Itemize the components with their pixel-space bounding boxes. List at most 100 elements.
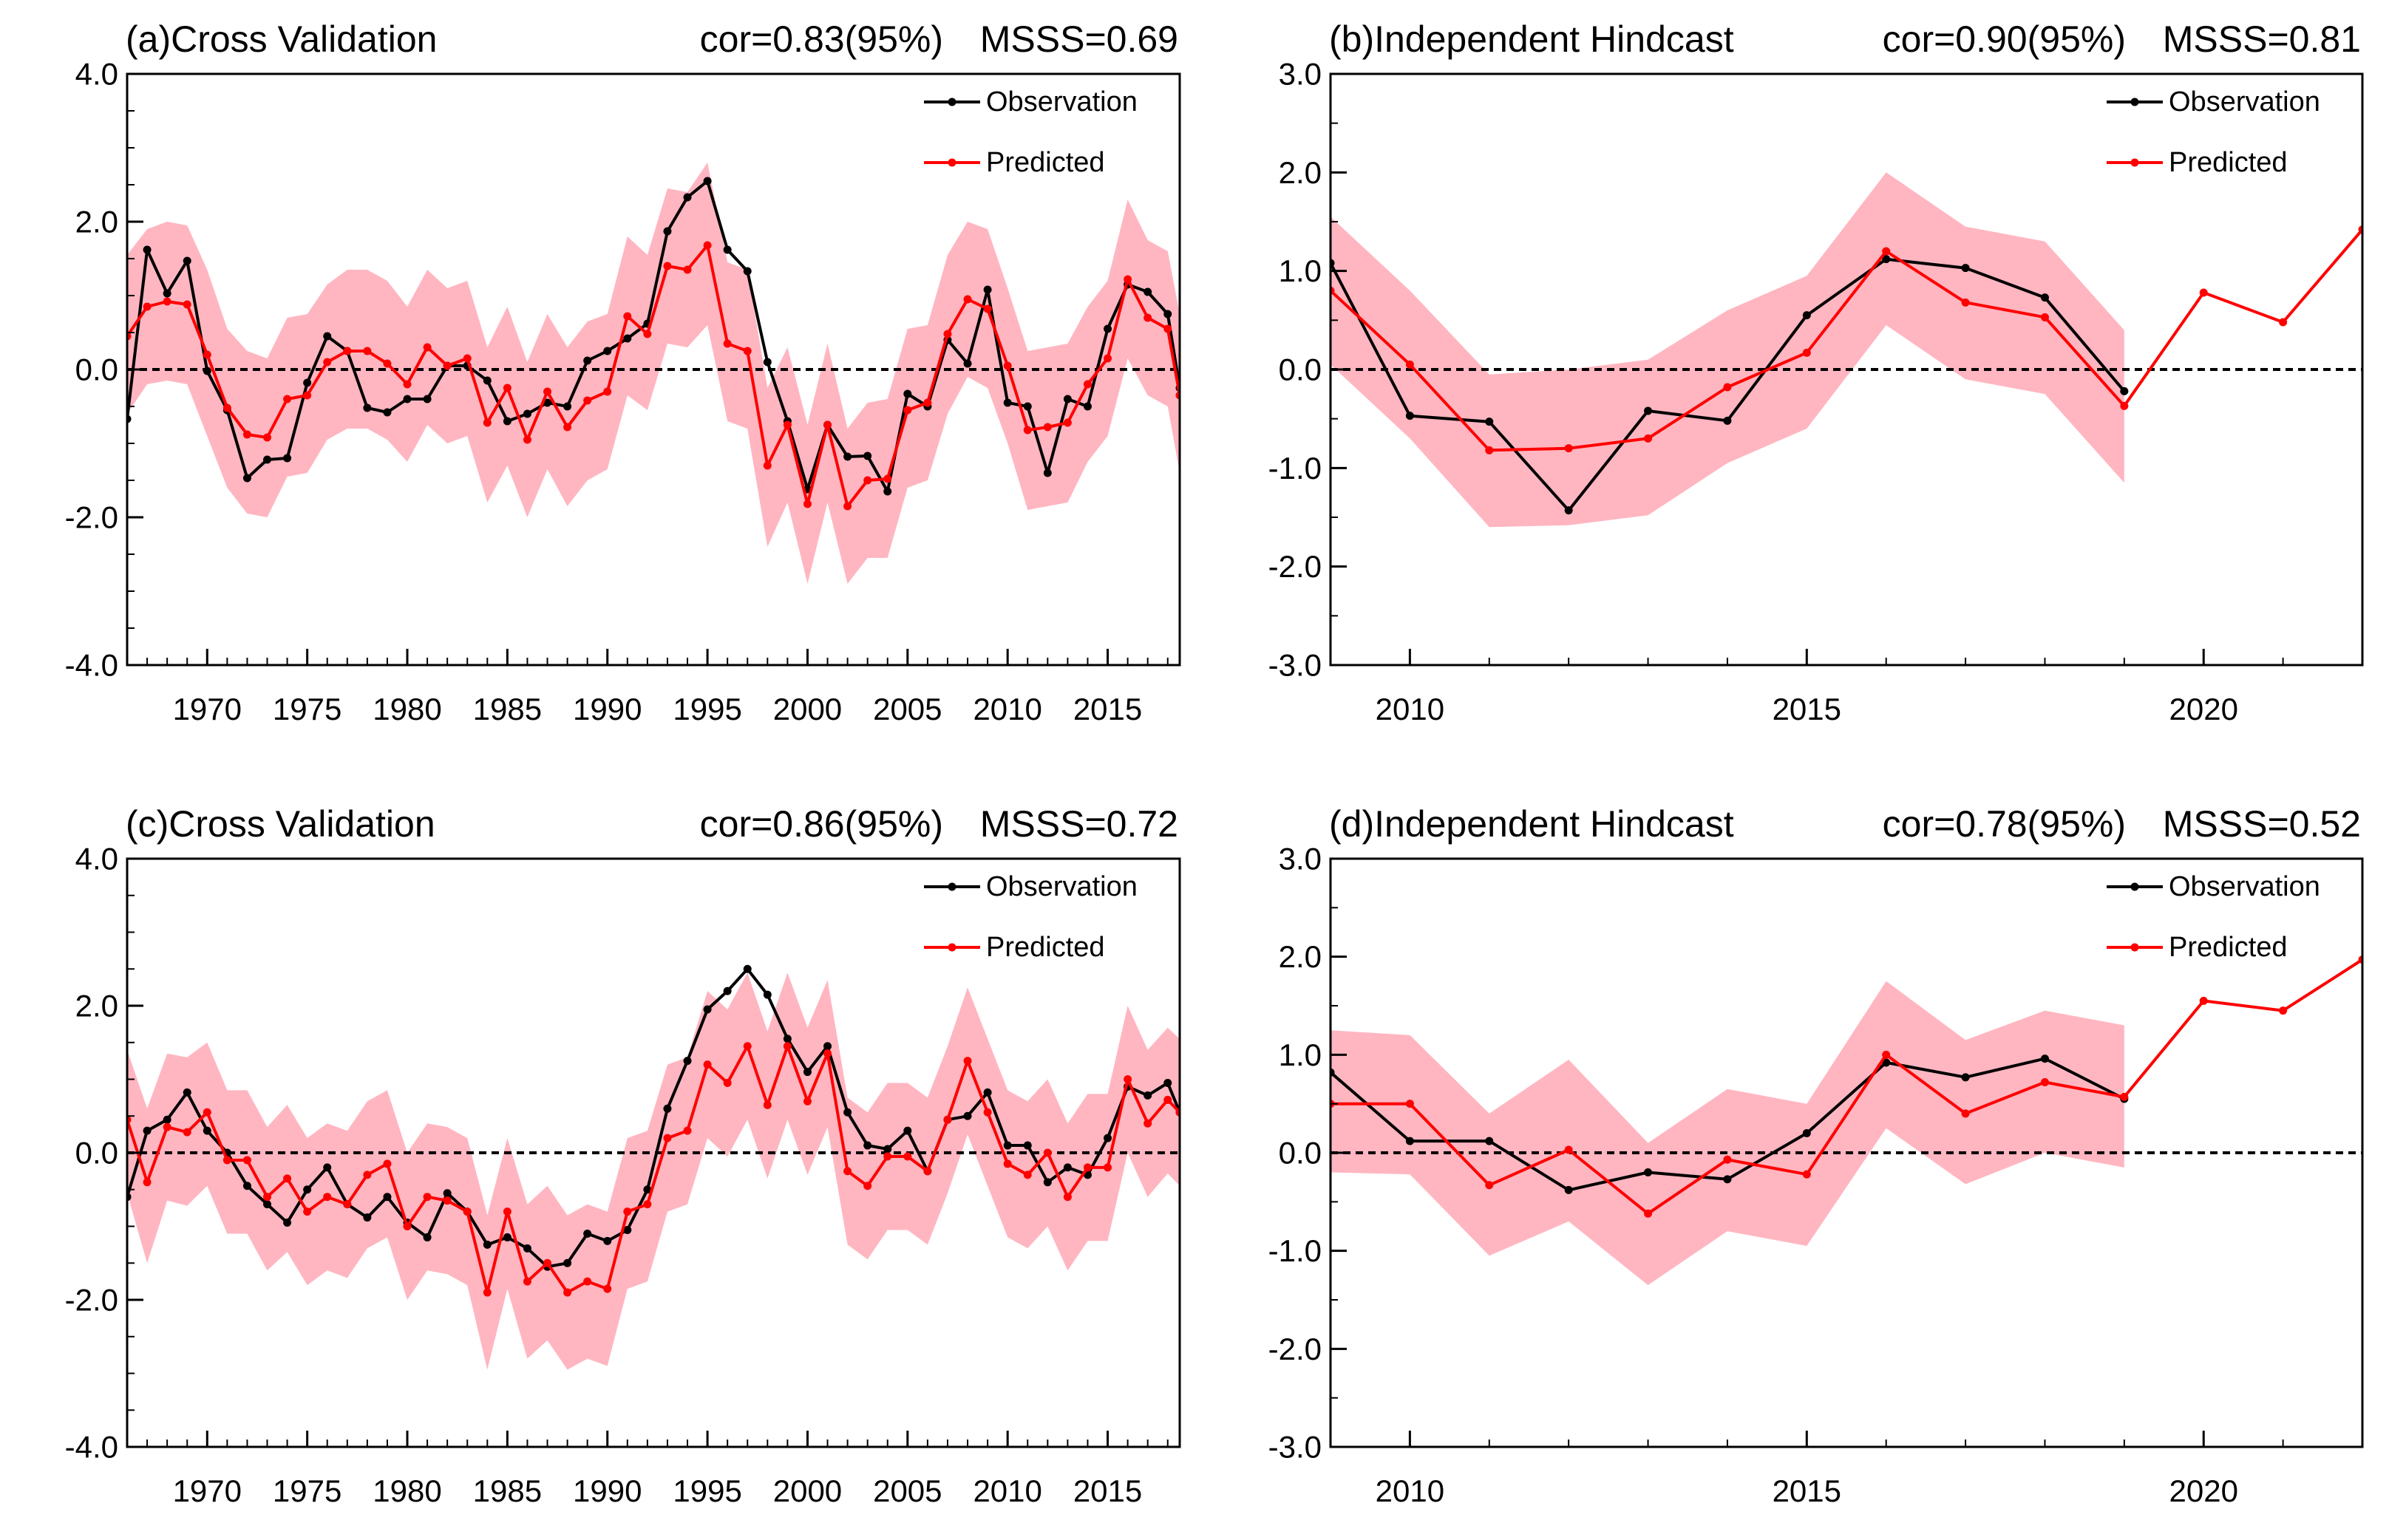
data-point-observation	[1802, 1128, 1811, 1137]
legend-marker	[948, 943, 956, 952]
data-point-predicted	[283, 395, 292, 403]
data-point-observation	[523, 409, 531, 418]
data-point-observation	[743, 964, 752, 973]
data-point-predicted	[983, 304, 992, 313]
data-point-observation	[1163, 310, 1172, 318]
data-point-predicted	[983, 1108, 992, 1117]
data-point-predicted	[703, 241, 712, 250]
data-point-predicted	[463, 1207, 472, 1216]
data-point-observation	[583, 356, 592, 365]
data-point-observation	[1961, 1073, 1970, 1082]
y-tick-label: 0.0	[1279, 1136, 1322, 1171]
data-point-predicted	[523, 1277, 531, 1286]
data-point-predicted	[943, 330, 952, 338]
data-point-observation	[903, 389, 912, 398]
data-point-predicted	[583, 1277, 592, 1286]
data-point-predicted	[1063, 1193, 1072, 1202]
data-point-observation	[703, 177, 712, 185]
data-point-observation	[683, 193, 692, 202]
data-point-predicted	[1063, 418, 1072, 427]
data-point-observation	[1083, 402, 1092, 411]
data-point-predicted	[563, 1288, 572, 1297]
data-point-observation	[963, 1111, 972, 1120]
data-point-predicted	[963, 1057, 972, 1066]
data-point-predicted	[683, 1126, 692, 1135]
data-point-observation	[603, 1236, 612, 1245]
data-point-observation	[183, 1088, 191, 1097]
x-tick-label: 1990	[573, 1473, 642, 1508]
data-point-observation	[663, 227, 672, 236]
data-point-predicted	[463, 354, 472, 363]
data-point-predicted	[1043, 423, 1052, 432]
data-point-predicted	[263, 433, 272, 442]
data-point-observation	[603, 347, 612, 355]
data-point-predicted	[263, 1193, 272, 1202]
legend-item-observation: Observation	[2107, 871, 2320, 902]
data-point-observation	[383, 408, 392, 417]
data-point-predicted	[843, 502, 852, 511]
legend-marker	[2130, 158, 2139, 167]
data-point-observation	[443, 1189, 452, 1198]
data-point-predicted	[1023, 426, 1032, 435]
data-point-predicted	[1644, 1209, 1653, 1218]
data-point-observation	[803, 1068, 812, 1077]
data-point-predicted	[1485, 446, 1494, 454]
data-point-predicted	[1802, 348, 1811, 357]
y-tick-label: -1.0	[1268, 451, 1322, 485]
data-point-predicted	[483, 1288, 492, 1297]
data-point-predicted	[443, 361, 452, 370]
data-point-predicted	[323, 1193, 332, 1202]
data-point-predicted	[183, 1128, 191, 1137]
data-point-observation	[863, 1141, 872, 1150]
data-point-predicted	[303, 391, 312, 400]
x-tick-label: 1975	[273, 1473, 341, 1508]
data-point-predicted	[403, 380, 412, 389]
data-point-predicted	[903, 406, 912, 415]
plot-area	[1331, 172, 2362, 528]
data-point-predicted	[923, 1167, 932, 1176]
data-point-observation	[1882, 255, 1891, 264]
data-point-observation	[823, 1042, 832, 1051]
y-tick-label: 3.0	[1279, 57, 1322, 92]
data-point-predicted	[523, 435, 531, 444]
x-tick-label: 2005	[873, 692, 942, 726]
data-point-predicted	[783, 420, 792, 429]
data-point-predicted	[583, 396, 592, 405]
data-point-predicted	[743, 1042, 752, 1051]
data-point-predicted	[1083, 1163, 1092, 1172]
data-point-predicted	[1723, 1155, 1732, 1164]
data-point-predicted	[2279, 1006, 2288, 1015]
y-tick-label: 0.0	[75, 352, 118, 387]
panel-title: (a)Cross Validation	[126, 18, 437, 60]
y-tick-label: 2.0	[1279, 939, 1322, 974]
data-point-observation	[242, 1182, 251, 1190]
data-point-predicted	[1405, 1100, 1414, 1108]
x-tick-label: 2000	[773, 692, 842, 726]
data-point-observation	[1104, 1134, 1112, 1142]
data-point-observation	[843, 1108, 852, 1117]
data-point-observation	[423, 1233, 432, 1241]
x-tick-label: 2005	[873, 1473, 942, 1508]
data-point-predicted	[183, 300, 191, 309]
x-tick-label: 1985	[473, 1473, 542, 1508]
y-tick-label: 0.0	[1279, 352, 1322, 387]
data-point-observation	[1405, 412, 1414, 420]
x-tick-label: 1985	[473, 692, 542, 726]
x-tick-label: 2010	[1376, 1473, 1444, 1508]
data-point-observation	[1723, 1175, 1732, 1184]
data-point-predicted	[643, 330, 652, 338]
data-point-observation	[2040, 293, 2049, 302]
x-tick-label: 1990	[573, 692, 642, 726]
x-tick-label: 1995	[673, 692, 741, 726]
data-point-predicted	[603, 387, 612, 396]
data-point-predicted	[2199, 288, 2208, 297]
data-point-predicted	[363, 1171, 372, 1179]
data-point-predicted	[683, 265, 692, 274]
data-point-predicted	[383, 1159, 392, 1168]
data-point-observation	[503, 1233, 512, 1241]
data-point-predicted	[143, 302, 152, 311]
confidence-band	[1331, 981, 2124, 1286]
data-point-predicted	[803, 500, 812, 508]
y-tick-label: 3.0	[1279, 842, 1322, 876]
data-point-predicted	[1802, 1170, 1811, 1179]
